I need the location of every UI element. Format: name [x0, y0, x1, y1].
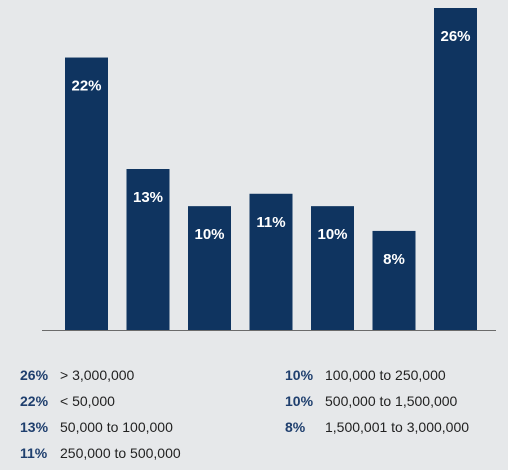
- bar: [188, 206, 231, 330]
- legend-percent: 11%: [20, 445, 48, 461]
- legend-percent: 10%: [285, 367, 314, 383]
- legend-label: 500,000 to 1,500,000: [325, 393, 458, 409]
- bar-value-label: 8%: [383, 251, 405, 268]
- bar-value-label: 10%: [194, 226, 224, 243]
- legend-label: > 3,000,000: [60, 367, 135, 383]
- legend-percent: 8%: [285, 419, 306, 435]
- bar: [65, 57, 108, 331]
- legend: 26% > 3,000,000 22% < 50,000 13% 50,000 to …: [0, 360, 508, 470]
- legend-percent: 22%: [20, 393, 49, 409]
- legend-label: < 50,000: [60, 393, 115, 409]
- legend-item: 11% 250,000 to 500,000: [20, 442, 181, 464]
- legend-item: 10% 100,000 to 250,000: [285, 364, 446, 386]
- bar-value-label: 11%: [256, 214, 285, 231]
- legend-percent: 13%: [20, 419, 49, 435]
- bar-value-label: 10%: [317, 226, 347, 243]
- legend-item: 13% 50,000 to 100,000: [20, 416, 173, 438]
- legend-item: 8% 1,500,001 to 3,000,000: [285, 416, 469, 438]
- bar-value-label: 22%: [71, 78, 101, 95]
- bar: [311, 206, 354, 330]
- legend-label: 1,500,001 to 3,000,000: [325, 419, 470, 435]
- legend-item: 22% < 50,000: [20, 390, 115, 412]
- legend-item: 26% > 3,000,000: [20, 364, 134, 386]
- bar: [434, 8, 477, 330]
- legend-label: 100,000 to 250,000: [325, 367, 446, 383]
- bar-chart: 22% 13% 10% 11% 10% 8% 26%: [42, 8, 496, 331]
- legend-percent: 10%: [285, 393, 314, 409]
- legend-item: 10% 500,000 to 1,500,000: [285, 390, 457, 412]
- legend-label: 250,000 to 500,000: [60, 445, 181, 461]
- legend-label: 50,000 to 100,000: [60, 419, 173, 435]
- bar: [126, 169, 170, 330]
- bar: [372, 230, 416, 330]
- bar: [249, 193, 293, 330]
- bar-value-label: 26%: [440, 28, 470, 45]
- legend-percent: 26%: [20, 367, 49, 383]
- bar-value-label: 13%: [133, 189, 163, 206]
